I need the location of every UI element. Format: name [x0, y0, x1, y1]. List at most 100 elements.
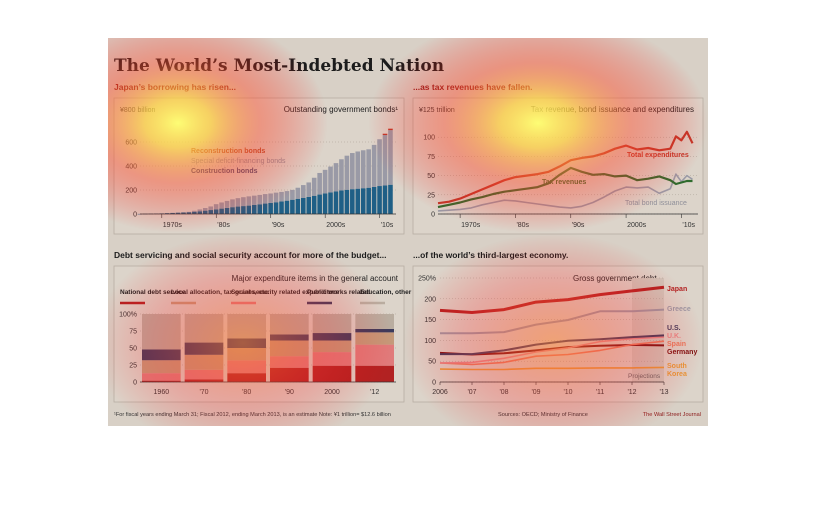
x-tick-label: '80 — [242, 389, 251, 396]
bar-construction-bonds — [328, 192, 333, 214]
main-title: The World’s Most-Indebted Nation — [114, 56, 444, 76]
bar-construction-bonds — [350, 189, 355, 214]
bar-construction-bonds — [377, 186, 382, 214]
bar-construction-bonds — [235, 206, 241, 214]
bar-segment-education-other — [184, 314, 224, 343]
bar-construction-bonds — [301, 197, 306, 214]
bar-construction-bonds — [246, 205, 252, 214]
bar-special-deficit-financing-bonds — [241, 197, 246, 207]
y-tick-label: 0 — [431, 212, 435, 219]
bar-special-deficit-financing-bonds — [284, 191, 290, 201]
bar-construction-bonds — [213, 209, 219, 214]
bar-special-deficit-financing-bonds — [202, 208, 208, 211]
bar-special-deficit-financing-bonds — [322, 169, 328, 194]
bar-construction-bonds — [322, 193, 328, 214]
y-tick-label: 200 — [424, 296, 436, 303]
projection-shade — [632, 278, 664, 382]
bar-construction-bonds — [333, 191, 339, 214]
y-tick-label: 50 — [129, 346, 137, 353]
x-tick-label: '13 — [659, 389, 668, 396]
bar-construction-bonds — [241, 206, 246, 214]
x-tick-label: '08 — [499, 389, 508, 396]
bar-special-deficit-financing-bonds — [328, 166, 333, 193]
bar-special-deficit-financing-bonds — [333, 163, 339, 192]
y-tick-label: 600 — [125, 140, 137, 147]
x-tick-label: '10s — [682, 222, 695, 229]
bar-segment-national-debt-service — [227, 373, 266, 382]
y-tick-label: 0 — [133, 212, 137, 219]
bar-special-deficit-financing-bonds — [213, 204, 219, 210]
bar-special-deficit-financing-bonds — [257, 194, 263, 205]
y-tick-label: 100 — [424, 338, 436, 345]
bar-construction-bonds — [219, 208, 224, 214]
x-tick-label: '90s — [272, 222, 285, 229]
bar-construction-bonds — [339, 190, 344, 214]
bar-segment-public-works-related — [270, 334, 309, 341]
bar-special-deficit-financing-bonds — [279, 191, 284, 202]
label-total-bond-issuance: Total bond issuance — [625, 200, 687, 207]
label-u-k-: U.K. — [667, 333, 681, 340]
bar-special-deficit-financing-bonds — [311, 177, 317, 196]
figure: The World’s Most-Indebted Nation Japan’s… — [108, 38, 708, 426]
bar-construction-bonds — [366, 187, 371, 214]
x-tick-label: '10s — [381, 222, 394, 229]
bar-special-deficit-financing-bonds — [317, 172, 322, 195]
bar-special-deficit-financing-bonds — [295, 187, 301, 199]
y-tick-label: 75 — [129, 329, 137, 336]
footer-credit: The Wall Street Journal — [643, 412, 701, 418]
bar-construction-bonds — [295, 198, 301, 214]
bar-special-deficit-financing-bonds — [219, 202, 224, 209]
bar-construction-bonds — [224, 207, 230, 214]
label-greece: Greece — [667, 306, 691, 313]
bar-segment-social-security-related-expenditure — [142, 373, 181, 381]
bar-construction-bonds — [388, 184, 393, 214]
bar-segment-education-other — [227, 314, 266, 339]
y-tick-label: 100% — [119, 312, 137, 319]
bar-special-deficit-financing-bonds — [192, 210, 197, 212]
bar-segment-national-debt-service — [184, 379, 224, 382]
bar-special-deficit-financing-bonds — [268, 193, 273, 203]
bar-special-deficit-financing-bonds — [262, 194, 268, 204]
bar-segment-social-security-related-expenditure — [184, 369, 224, 380]
bar-construction-bonds — [360, 188, 366, 214]
x-tick-label: 2000s — [326, 222, 346, 229]
bar-segment-local-allocation-tax-grants-etc- — [142, 360, 181, 374]
y-tick-label: 25 — [129, 363, 137, 370]
label-spain: Spain — [667, 341, 686, 348]
borrowing-unit-label: ¥800 billion — [120, 107, 156, 114]
bar-special-deficit-financing-bonds — [388, 130, 393, 185]
y-tick-label: 75 — [427, 154, 435, 161]
bar-special-deficit-financing-bonds — [339, 159, 344, 191]
infographic: The World’s Most-Indebted Nation Japan’s… — [113, 56, 704, 418]
x-tick-label: 1960 — [154, 389, 170, 396]
revenues-unit-label: ¥125 trillion — [419, 107, 455, 114]
bar-construction-bonds — [290, 199, 295, 214]
x-tick-label: 2000 — [324, 389, 340, 396]
bar-construction-bonds — [382, 185, 388, 214]
y-tick-label: 0 — [133, 380, 137, 387]
legend-reconstruction-bonds: Reconstruction bonds — [191, 148, 265, 155]
y-tick-label: 400 — [125, 164, 137, 171]
bar-segment-education-other — [142, 314, 181, 350]
x-tick-label: 1970s — [163, 222, 183, 229]
bar-segment-education-other — [270, 314, 309, 335]
revenues-title: Tax revenue, bond issuance and expenditu… — [531, 105, 694, 114]
y-tick-label: 0 — [432, 380, 436, 387]
bar-construction-bonds — [371, 186, 377, 214]
bar-construction-bonds — [202, 210, 208, 214]
bar-construction-bonds — [279, 201, 284, 214]
bar-special-deficit-financing-bonds — [224, 200, 230, 208]
x-tick-label: '80s — [516, 222, 529, 229]
bar-special-deficit-financing-bonds — [251, 195, 257, 205]
bar-segment-education-other — [355, 314, 394, 329]
borrowing-title: Outstanding government bonds¹ — [284, 105, 399, 114]
bar-segment-public-works-related — [355, 328, 394, 333]
bar-construction-bonds — [273, 202, 279, 214]
bar-construction-bonds — [284, 200, 290, 214]
bar-special-deficit-financing-bonds — [306, 182, 312, 197]
bar-segment-public-works-related — [312, 333, 352, 341]
bar-segment-public-works-related — [184, 342, 224, 355]
label-south-korea: South Korea — [667, 363, 687, 378]
x-tick-label: 2000s — [627, 222, 647, 229]
x-tick-label: '90s — [572, 222, 585, 229]
